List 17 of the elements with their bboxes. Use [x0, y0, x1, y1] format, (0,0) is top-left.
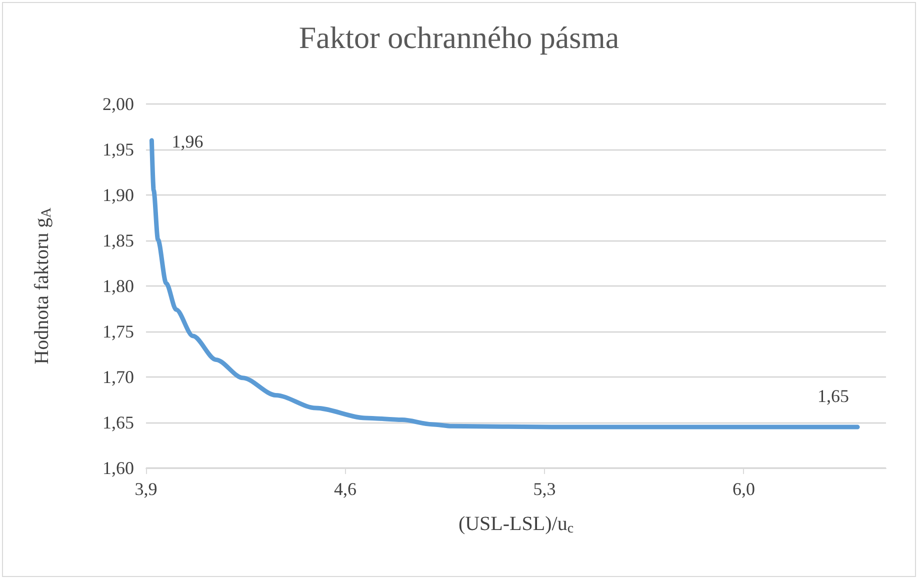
y-tick-label: 1,95: [102, 140, 134, 160]
y-tick-label: 1,80: [102, 276, 134, 296]
y-tick-label: 1,65: [102, 412, 134, 432]
x-tick-label: 3,9: [134, 479, 158, 499]
y-tick-label: 2,00: [102, 94, 134, 114]
data-label: 1,96: [172, 131, 204, 152]
chart-title: Faktor ochranného pásma: [298, 20, 620, 55]
data-label: 1,65: [818, 386, 850, 406]
y-tick-label: 1,90: [102, 185, 134, 205]
y-tick-label: 1,70: [102, 367, 134, 387]
x-tick-label: 4,6: [334, 479, 356, 499]
x-tick-label: 6,0: [732, 479, 755, 499]
x-tick-label: 5,3: [533, 479, 556, 499]
y-axis-title: Hodnota faktoru gA: [31, 206, 54, 364]
y-tick-label: 1,60: [102, 458, 134, 478]
y-tick-label: 1,85: [102, 230, 134, 250]
y-tick-label: 1,75: [102, 322, 134, 342]
